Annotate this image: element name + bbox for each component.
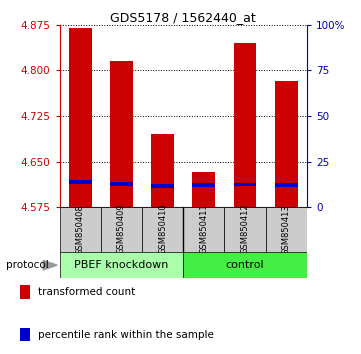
Text: GSM850408: GSM850408 bbox=[76, 204, 85, 255]
Bar bbox=[234, 183, 256, 187]
Text: percentile rank within the sample: percentile rank within the sample bbox=[38, 330, 214, 339]
Text: protocol: protocol bbox=[6, 260, 49, 270]
Bar bbox=[101, 207, 142, 253]
Bar bbox=[151, 184, 174, 188]
Bar bbox=[275, 81, 297, 207]
Text: PBEF knockdown: PBEF knockdown bbox=[74, 260, 169, 270]
Text: GSM850410: GSM850410 bbox=[158, 204, 167, 255]
Bar bbox=[234, 43, 256, 207]
Polygon shape bbox=[43, 261, 57, 270]
Bar bbox=[60, 207, 101, 253]
Bar bbox=[275, 183, 297, 187]
Text: GSM850409: GSM850409 bbox=[117, 204, 126, 255]
Bar bbox=[110, 61, 133, 207]
Title: GDS5178 / 1562440_at: GDS5178 / 1562440_at bbox=[110, 11, 256, 24]
Text: GSM850411: GSM850411 bbox=[199, 204, 208, 255]
Text: GSM850413: GSM850413 bbox=[282, 204, 291, 255]
Bar bbox=[60, 252, 183, 278]
Bar bbox=[69, 180, 91, 184]
Bar bbox=[142, 207, 183, 253]
Text: transformed count: transformed count bbox=[38, 287, 135, 297]
Bar bbox=[69, 28, 91, 207]
Bar bbox=[192, 183, 215, 187]
Bar bbox=[183, 207, 225, 253]
Text: control: control bbox=[226, 260, 264, 270]
Bar bbox=[110, 182, 133, 186]
Bar bbox=[151, 134, 174, 207]
Bar bbox=[192, 172, 215, 207]
Bar bbox=[225, 207, 266, 253]
Bar bbox=[266, 207, 307, 253]
Bar bbox=[183, 252, 307, 278]
Text: GSM850412: GSM850412 bbox=[240, 204, 249, 255]
